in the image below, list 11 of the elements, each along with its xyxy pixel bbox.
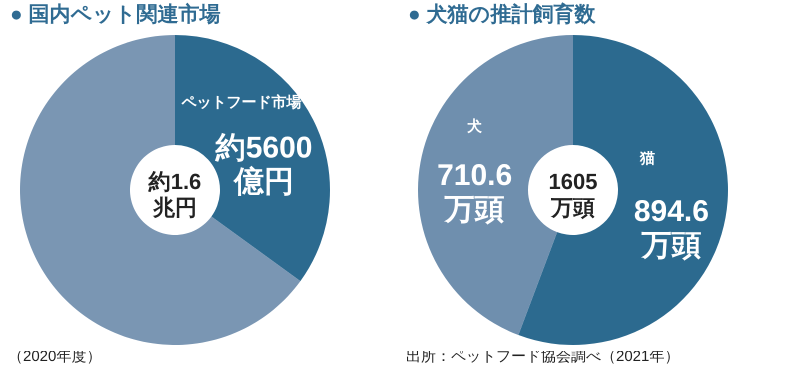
slice-label: 猫 bbox=[639, 150, 656, 167]
text: 1605万頭 bbox=[548, 169, 598, 220]
data-label: 約5600億円 bbox=[214, 132, 312, 199]
data-label: 710.6万頭 bbox=[437, 159, 512, 226]
slice-label: 犬 bbox=[466, 118, 483, 136]
text: 約1.6兆円 bbox=[148, 169, 202, 220]
chart-title: ● 国内ペット関連市場 bbox=[10, 2, 221, 26]
slice-label: ペットフード市場 bbox=[180, 93, 302, 112]
chart-title: ● 犬猫の推計飼育数 bbox=[408, 2, 597, 26]
donut-slice bbox=[518, 35, 728, 345]
data-label: 894.6万頭 bbox=[634, 194, 709, 262]
